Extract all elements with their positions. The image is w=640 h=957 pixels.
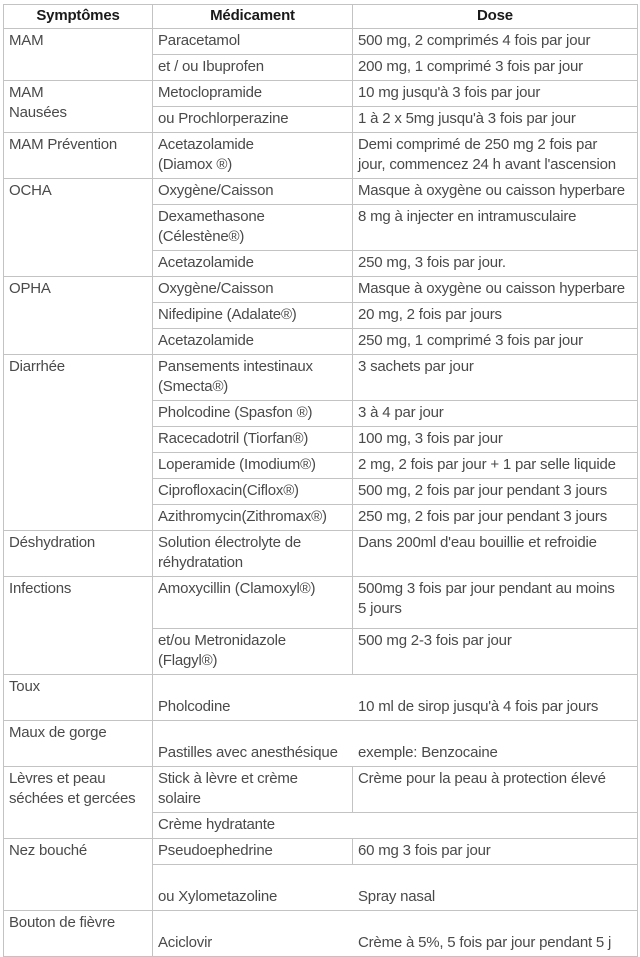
dose-text: exemple: Benzocaine [358,744,498,761]
table-row: Loperamide (Imodium®) 2 mg, 2 fois par j… [4,452,638,479]
symptom-cell: Toux [3,674,153,721]
table-row: MAM Prévention Acetazolamide (Diamox ®) … [3,132,638,179]
table-row: Dexamethasone (Célestène®) 8 mg à inject… [4,204,638,251]
medication-dose-cell: Pholcodine 10 ml de sirop jusqu'à 4 fois … [152,674,638,721]
table-row: Azithromycin(Zithromax®) 250 mg, 2 fois … [4,504,638,531]
medication-cell: Solution électrolyte de réhydratation [152,530,353,577]
dose-cell: 10 mg jusqu'à 3 fois par jour [352,80,638,107]
table-row: Racecadotril (Tiorfan®) 100 mg, 3 fois p… [4,426,638,453]
medication-cell: Acetazolamide [152,328,353,355]
dose-cell: 100 mg, 3 fois par jour [352,426,638,453]
table-row: Acetazolamide 250 mg, 1 comprimé 3 fois … [4,328,638,355]
dose-cell: 20 mg, 2 fois par jours [352,302,638,329]
dose-cell: 250 mg, 2 fois par jour pendant 3 jours [352,504,638,531]
symptom-cell: Infections [3,576,153,675]
medication-cell: Pholcodine (Spasfon ®) [152,400,353,427]
table-row: OPHA Oxygène/Caisson Masque à oxygène ou… [3,276,638,355]
dose-cell: 500mg 3 fois par jour pendant au moins 5… [352,576,638,629]
dose-cell: Dans 200ml d'eau bouillie et refroidie [352,530,638,577]
medication-cell: Ciprofloxacin(Ciflox®) [152,478,353,505]
symptom-cell: MAM Prévention [3,132,153,179]
table-row: et / ou Ibuprofen 200 mg, 1 comprimé 3 f… [4,54,638,81]
table-row: Nifedipine (Adalate®) 20 mg, 2 fois par … [4,302,638,329]
dose-cell: 200 mg, 1 comprimé 3 fois par jour [352,54,638,81]
dose-cell: 250 mg, 1 comprimé 3 fois par jour [352,328,638,355]
dose-cell: 1 à 2 x 5mg jusqu'à 3 fois par jour [352,106,638,133]
symptom-cell: MAM Nausées [3,80,153,133]
table-row: ou Prochlorperazine 1 à 2 x 5mg jusqu'à … [4,106,638,133]
medication-cell: Metoclopramide [152,80,353,107]
symptom-cell: Nez bouché [3,838,153,911]
symptom-cell: MAM [3,28,153,81]
medication-dose-cell: Aciclovir Crème à 5%, 5 fois par jour pen… [152,910,638,957]
medication-cell: Dexamethasone (Célestène®) [152,204,353,251]
medication-dose-cell: Pastilles avec anesthésique exemple: Benz… [152,720,638,767]
medication-text: ou Xylometazoline [158,888,278,905]
medication-cell: Oxygène/Caisson [152,276,353,303]
dose-cell: 500 mg, 2 fois par jour pendant 3 jours [352,478,638,505]
medication-dose-cell: ou Xylometazoline Spray nasal [152,864,638,911]
medication-table: Symptômes Médicament Dose MAM Paracetamo… [3,4,638,957]
medication-cell: Paracetamol [152,28,353,55]
symptom-cell: Déshydration [3,530,153,577]
dose-text: Crème à 5%, 5 fois par jour pendant 5 j [358,934,612,951]
medication-cell: Amoxycillin (Clamoxyl®) [152,576,353,629]
dose-cell: 60 mg 3 fois par jour [352,838,638,865]
symptom-cell: OCHA [3,178,153,277]
medication-cell: Racecadotril (Tiorfan®) [152,426,353,453]
medication-cell: ou Prochlorperazine [152,106,353,133]
medication-cell: Pansements intestinaux (Smecta®) [152,354,353,401]
medication-cell: Acetazolamide (Diamox ®) [152,132,353,179]
dose-text: 10 ml de sirop jusqu'à 4 fois par jours [358,698,599,715]
table-row: Acetazolamide 250 mg, 3 fois par jour. [4,250,638,277]
table-row: Déshydration Solution électrolyte de réh… [3,530,638,577]
table-row: Pholcodine (Spasfon ®) 3 à 4 par jour [4,400,638,427]
medication-cell: et/ou Metronidazole (Flagyl®) [152,628,353,675]
table-row: MAM Nausées Metoclopramide 10 mg jusqu'à… [3,80,638,133]
medication-text: Pastilles avec anesthésique [158,744,338,761]
symptom-cell: Lèvres et peau séchées et gercées [3,766,153,839]
medication-text: Pholcodine [158,698,231,715]
column-header-dose: Dose [352,4,638,29]
dose-cell: 8 mg à injecter en intramusculaire [352,204,638,251]
medication-cell: Oxygène/Caisson [152,178,353,205]
dose-cell: 500 mg, 2 comprimés 4 fois par jour [352,28,638,55]
table-row: Bouton de fièvre Aciclovir Crème à 5%, 5 … [3,910,638,957]
medication-text: Aciclovir [158,934,213,951]
medication-cell: Azithromycin(Zithromax®) [152,504,353,531]
dose-text: Spray nasal [358,888,436,905]
symptom-cell: Diarrhée [3,354,153,531]
table-row: Infections Amoxycillin (Clamoxyl®) 500mg… [3,576,638,675]
medication-cell: Nifedipine (Adalate®) [152,302,353,329]
table-row: Ciprofloxacin(Ciflox®) 500 mg, 2 fois pa… [4,478,638,505]
column-header-symptomes: Symptômes [3,4,153,29]
medication-cell: Crème hydratante [152,812,638,839]
medication-cell: Loperamide (Imodium®) [152,452,353,479]
dose-cell: 250 mg, 3 fois par jour. [352,250,638,277]
dose-cell: Masque à oxygène ou caisson hyperbare [352,178,638,205]
dose-cell: Demi comprimé de 250 mg 2 fois par jour,… [352,132,638,179]
dose-cell: 2 mg, 2 fois par jour + 1 par selle liqu… [352,452,638,479]
header-row: Symptômes Médicament Dose [3,4,638,29]
table-row: OCHA Oxygène/Caisson Masque à oxygène ou… [3,178,638,277]
table-row: Nez bouché Pseudoephedrine 60 mg 3 fois … [3,838,638,911]
table-row: Maux de gorge Pastilles avec anesthésiqu… [3,720,638,767]
dose-cell: 500 mg 2-3 fois par jour [352,628,638,675]
symptom-cell: Maux de gorge [3,720,153,767]
column-header-medicament: Médicament [152,4,353,29]
table-row: Toux Pholcodine 10 ml de sirop jusqu'à 4 … [3,674,638,721]
table-row: Diarrhée Pansements intestinaux (Smecta®… [3,354,638,531]
dose-cell: 3 à 4 par jour [352,400,638,427]
table-row: MAM Paracetamol 500 mg, 2 comprimés 4 fo… [3,28,638,81]
dose-cell: 3 sachets par jour [352,354,638,401]
medication-cell: et / ou Ibuprofen [152,54,353,81]
symptom-cell: Bouton de fièvre [3,910,153,957]
symptom-cell: OPHA [3,276,153,355]
dose-cell: Masque à oxygène ou caisson hyperbare [352,276,638,303]
medication-cell: Pseudoephedrine [152,838,353,865]
medication-cell: Stick à lèvre et crème solaire [152,766,353,813]
medication-cell: Acetazolamide [152,250,353,277]
